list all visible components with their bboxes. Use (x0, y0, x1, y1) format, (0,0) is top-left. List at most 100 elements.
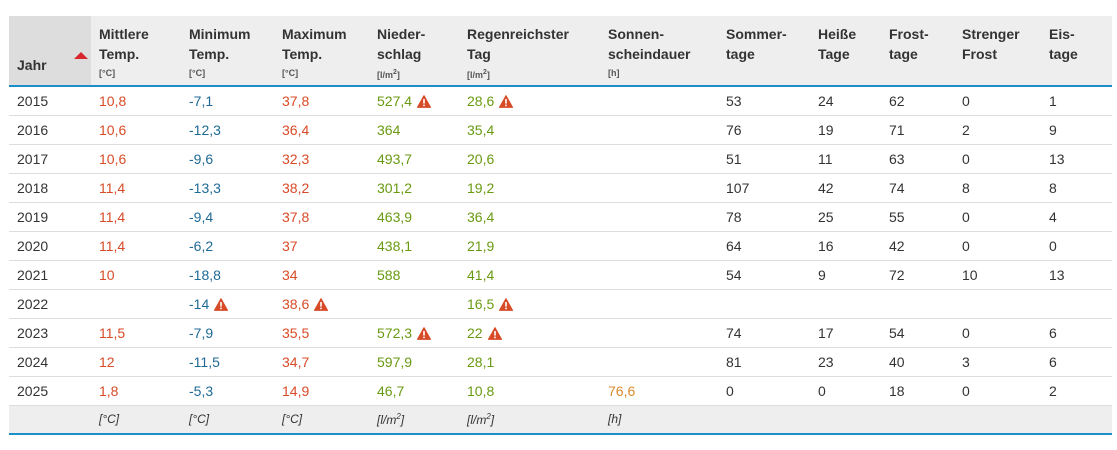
wettest-day-cell-value: 28,1 (467, 353, 495, 370)
frost-days-cell-value: 54 (889, 324, 905, 341)
frost-days-cell: 71 (881, 115, 954, 145)
mean-temp-cell: 10,6 (91, 115, 181, 145)
precipitation-cell-value: 588 (377, 266, 401, 283)
sunshine-cell (600, 231, 718, 261)
wettest-day-cell-value: 10,8 (467, 382, 495, 399)
table-row: 2025 1,8 -5,3 14,9 46,7 10,8 76,6 0 0 18 0 2 (9, 376, 1112, 406)
column-header-wettest-day[interactable]: Regenreichster Tag [l/m2] (459, 16, 600, 87)
hard-frost-cell-value: 3 (962, 353, 970, 370)
year-cell-value: 2016 (17, 121, 49, 138)
sunshine-cell (600, 173, 718, 203)
precipitation-cell-value: 527,4 (377, 92, 413, 109)
wettest-day-cell-value: 20,6 (467, 150, 495, 167)
footer-unit-cell: [l/m2] (459, 404, 600, 435)
hard-frost-cell: 3 (954, 347, 1041, 377)
column-header-year[interactable]: Jahr (9, 16, 91, 87)
hot-days-cell: 24 (810, 86, 881, 116)
hard-frost-cell-value: 0 (962, 237, 970, 254)
wettest-day-cell-value: 22 (467, 324, 483, 341)
column-unit: [h] (608, 68, 620, 78)
hard-frost-cell-value: 0 (962, 208, 970, 225)
summer-days-cell (718, 289, 810, 319)
max-temp-cell: 14,9 (274, 376, 369, 406)
column-header-frost-days[interactable]: Frost-tage (881, 16, 954, 87)
mean-temp-cell: 10,6 (91, 144, 181, 174)
frost-days-cell-value: 18 (889, 382, 905, 399)
max-temp-cell-value: 36,4 (282, 121, 310, 138)
hard-frost-cell: 0 (954, 231, 1041, 261)
summer-days-cell: 76 (718, 115, 810, 145)
ice-days-cell-value: 13 (1049, 150, 1065, 167)
table-row: 2024 12 -11,5 34,7 597,9 28,1 81 23 40 3 6 (9, 347, 1112, 377)
column-header-label: Minimum (189, 26, 251, 42)
column-header-summer-days[interactable]: Sommer-tage (718, 16, 810, 87)
column-unit: [l/m2] (377, 69, 400, 80)
wettest-day-cell: 21,9 (459, 231, 600, 261)
column-header-max-temp[interactable]: Maximum Temp. [°C] (274, 16, 369, 87)
max-temp-cell-value: 37,8 (282, 92, 310, 109)
sunshine-cell (600, 318, 718, 348)
min-temp-cell-value: -14 (189, 295, 210, 312)
footer-unit-cell: [l/m2] (369, 404, 459, 435)
warning-triangle-icon (314, 297, 329, 311)
column-header-sunshine-duration[interactable]: Sonnen-scheindauer [h] (600, 16, 718, 87)
frost-days-cell-value: 62 (889, 92, 905, 109)
min-temp-cell-value: -5,3 (189, 382, 214, 399)
hot-days-cell-value: 25 (818, 208, 834, 225)
column-header-precipitation[interactable]: Nieder-schlag [l/m2] (369, 16, 459, 87)
min-temp-cell-value: -6,2 (189, 237, 214, 254)
max-temp-cell: 38,2 (274, 173, 369, 203)
max-temp-cell-value: 38,6 (282, 295, 310, 312)
column-header-hot-days[interactable]: Heiße Tage (810, 16, 881, 87)
max-temp-cell: 36,4 (274, 115, 369, 145)
year-cell: 2022 (9, 289, 91, 319)
summer-days-cell-value: 74 (726, 324, 742, 341)
frost-days-cell-value: 72 (889, 266, 905, 283)
min-temp-cell: -7,9 (181, 318, 274, 348)
column-header-min-temp[interactable]: Minimum Temp. [°C] (181, 16, 274, 87)
hot-days-cell-value: 17 (818, 324, 834, 341)
hot-days-cell-value: 9 (818, 266, 826, 283)
year-cell: 2025 (9, 376, 91, 406)
year-cell-value: 2015 (17, 92, 49, 109)
sunshine-cell (600, 144, 718, 174)
sunshine-cell (600, 115, 718, 145)
year-cell: 2017 (9, 144, 91, 174)
table-row: 2021 10 -18,8 34 588 41,4 54 9 72 10 13 (9, 260, 1112, 290)
sort-ascending-icon[interactable] (74, 52, 88, 59)
summer-days-cell-value: 54 (726, 266, 742, 283)
column-header-label: Sommer- (726, 26, 787, 42)
hot-days-cell-value: 42 (818, 179, 834, 196)
column-header-ice-days[interactable]: Eis-tage (1041, 16, 1112, 87)
summer-days-cell-value: 76 (726, 121, 742, 138)
wettest-day-cell: 41,4 (459, 260, 600, 290)
hot-days-cell: 9 (810, 260, 881, 290)
min-temp-cell-value: -13,3 (189, 179, 221, 196)
summer-days-cell: 0 (718, 376, 810, 406)
year-cell-value: 2017 (17, 150, 49, 167)
table-row: 2022 -14 38,6 16,5 (9, 289, 1112, 319)
ice-days-cell: 9 (1041, 115, 1112, 145)
warning-triangle-icon (487, 326, 502, 340)
year-cell-value: 2024 (17, 353, 49, 370)
max-temp-cell-value: 37,8 (282, 208, 310, 225)
column-header-hard-frost[interactable]: Strenger Frost (954, 16, 1041, 87)
min-temp-cell: -13,3 (181, 173, 274, 203)
column-header-mean-temp[interactable]: Mittlere Temp. [°C] (91, 16, 181, 87)
frost-days-cell: 63 (881, 144, 954, 174)
ice-days-cell-value: 0 (1049, 237, 1057, 254)
max-temp-cell: 34,7 (274, 347, 369, 377)
table-row: 2018 11,4 -13,3 38,2 301,2 19,2 107 42 74 8 8 (9, 173, 1112, 203)
mean-temp-cell: 11,4 (91, 231, 181, 261)
hard-frost-cell: 8 (954, 173, 1041, 203)
frost-days-cell-value: 55 (889, 208, 905, 225)
mean-temp-cell (91, 289, 181, 319)
ice-days-cell: 0 (1041, 231, 1112, 261)
ice-days-cell-value: 9 (1049, 121, 1057, 138)
mean-temp-cell-value: 11,4 (99, 179, 126, 196)
precipitation-cell-value: 301,2 (377, 179, 413, 196)
footer-unit-cell (881, 404, 954, 435)
year-cell-value: 2019 (17, 208, 49, 225)
frost-days-cell: 42 (881, 231, 954, 261)
year-cell: 2021 (9, 260, 91, 290)
